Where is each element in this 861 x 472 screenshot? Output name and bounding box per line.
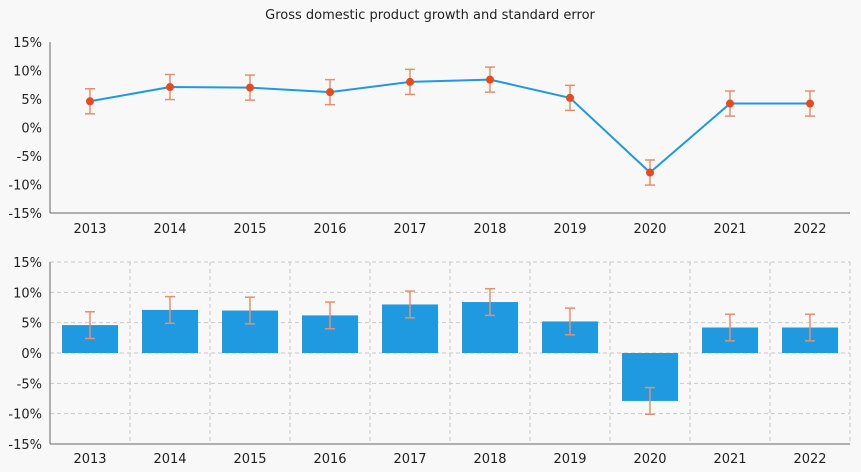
x-tick-label: 2017 bbox=[393, 222, 426, 237]
x-tick-label: 2022 bbox=[793, 452, 826, 467]
y-tick-label: 5% bbox=[21, 93, 42, 108]
data-point bbox=[86, 97, 94, 106]
data-point bbox=[246, 83, 254, 92]
data-point bbox=[326, 88, 334, 97]
x-tick-label: 2021 bbox=[713, 452, 746, 467]
y-tick-label: -15% bbox=[8, 438, 42, 453]
x-tick-label: 2014 bbox=[153, 222, 186, 237]
y-tick-label: -10% bbox=[8, 179, 42, 194]
y-tick-label: 15% bbox=[13, 36, 42, 51]
data-point bbox=[486, 75, 494, 84]
y-tick-label: -5% bbox=[17, 377, 42, 392]
series-line bbox=[89, 78, 810, 174]
y-tick-label: 0% bbox=[21, 347, 42, 362]
y-tick-label: -15% bbox=[8, 207, 42, 222]
y-tick-label: 10% bbox=[13, 286, 42, 301]
x-tick-label: 2013 bbox=[73, 222, 106, 237]
x-tick-label: 2017 bbox=[393, 452, 426, 467]
x-tick-label: 2014 bbox=[153, 452, 186, 467]
data-point bbox=[566, 93, 574, 102]
y-tick-label: 5% bbox=[21, 317, 42, 332]
x-tick-label: 2015 bbox=[233, 222, 266, 237]
y-tick-label: 15% bbox=[13, 256, 42, 271]
data-point bbox=[406, 77, 414, 86]
data-point bbox=[166, 83, 174, 92]
x-tick-label: 2019 bbox=[553, 452, 586, 467]
x-tick-label: 2016 bbox=[313, 452, 346, 467]
x-tick-label: 2020 bbox=[633, 452, 666, 467]
x-tick-label: 2015 bbox=[233, 452, 266, 467]
y-tick-label: -5% bbox=[17, 150, 42, 165]
chart-title: Gross domestic product growth and standa… bbox=[265, 8, 595, 23]
x-tick-label: 2018 bbox=[473, 452, 506, 467]
y-tick-label: 0% bbox=[21, 122, 42, 137]
x-tick-label: 2019 bbox=[553, 222, 586, 237]
x-tick-label: 2021 bbox=[713, 222, 746, 237]
x-tick-label: 2022 bbox=[793, 222, 826, 237]
data-point bbox=[806, 99, 814, 108]
data-point bbox=[646, 168, 654, 177]
y-tick-label: -10% bbox=[8, 408, 42, 423]
x-tick-label: 2018 bbox=[473, 222, 506, 237]
x-tick-label: 2016 bbox=[313, 222, 346, 237]
x-tick-label: 2013 bbox=[73, 452, 106, 467]
y-tick-label: 10% bbox=[13, 65, 42, 80]
data-point bbox=[726, 99, 734, 108]
x-tick-label: 2020 bbox=[633, 222, 666, 237]
